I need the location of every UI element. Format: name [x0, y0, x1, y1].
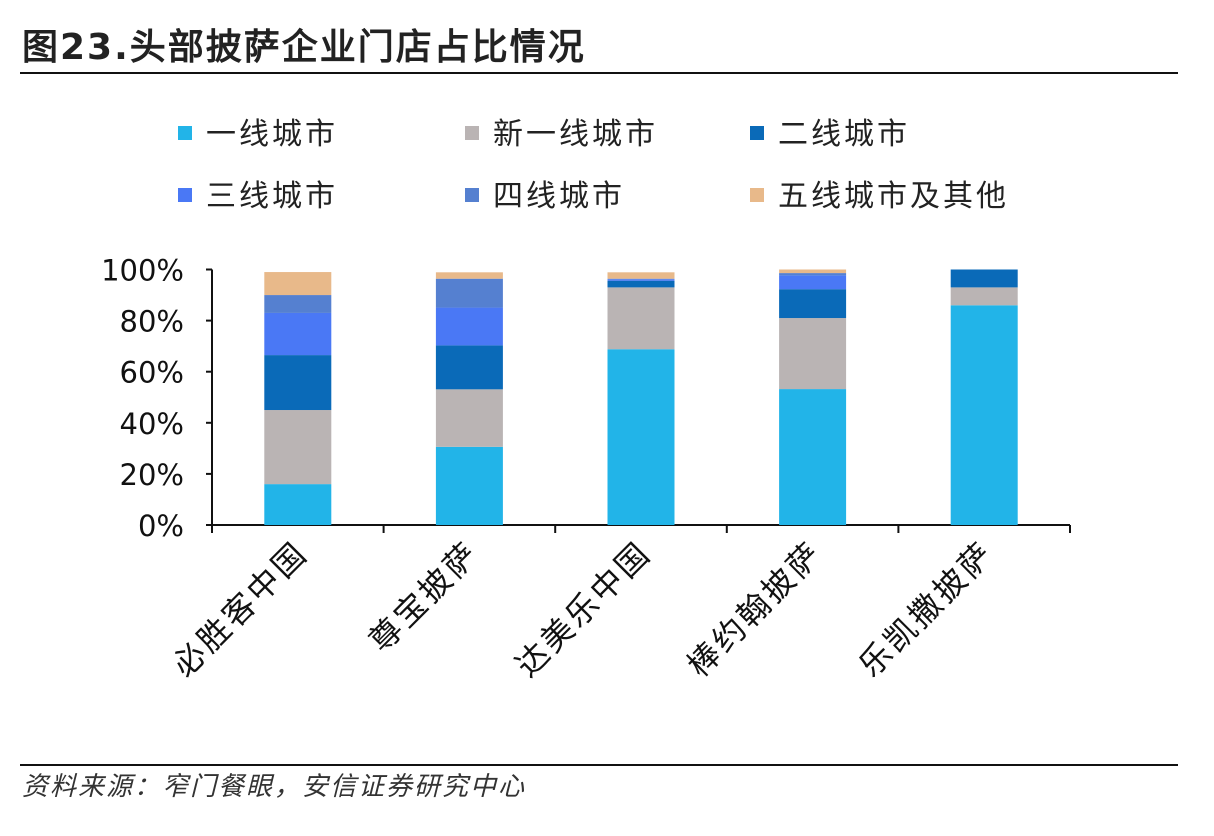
bar-segment: [435, 389, 503, 447]
y-tick-label: 0%: [138, 509, 184, 543]
bar-segment: [607, 287, 675, 350]
title-rule: [20, 72, 1178, 74]
bar-segment: [607, 279, 675, 281]
bar-segment: [264, 312, 332, 356]
bar-segment: [950, 269, 1018, 288]
bar-segment: [435, 446, 503, 525]
bar-segment: [435, 345, 503, 390]
bar-segment: [779, 289, 847, 319]
legend-swatch: [750, 188, 764, 202]
bar-segment: [264, 272, 332, 296]
y-tick-label: 80%: [120, 305, 184, 339]
legend-label: 新一线城市: [493, 117, 658, 152]
bar-segment: [264, 410, 332, 485]
bar-segment: [779, 318, 847, 390]
source-note: 资料来源：窄门餐眼，安信证券研究中心: [22, 772, 527, 802]
legend-label: 四线城市: [493, 179, 625, 214]
legend-swatch: [465, 188, 479, 202]
x-tick-label: 必胜客中国: [165, 534, 316, 685]
legend-label: 五线城市及其他: [778, 179, 1009, 214]
bar-segment: [950, 305, 1018, 525]
bar-segment: [779, 275, 847, 290]
bar-segment: [779, 273, 847, 276]
legend-swatch: [465, 126, 479, 140]
bar-segment: [779, 269, 847, 274]
legend-swatch: [178, 188, 192, 202]
bar-segment: [264, 484, 332, 525]
y-tick-label: 100%: [101, 254, 184, 288]
x-tick-label: 达美乐中国: [508, 534, 659, 685]
y-tick-label: 60%: [120, 356, 184, 390]
y-tick-label: 40%: [120, 407, 184, 441]
bar-segment: [264, 295, 332, 313]
bar-segment: [264, 355, 332, 411]
legend-swatch: [178, 126, 192, 140]
bar-segment: [607, 349, 675, 525]
bar-segment: [435, 278, 503, 308]
legend-label: 二线城市: [778, 117, 910, 152]
bar-segment: [607, 280, 675, 288]
x-tick-label: 乐凯撒披萨: [851, 534, 1002, 685]
source-rule: [20, 764, 1178, 766]
legend-label: 三线城市: [206, 179, 338, 214]
legend-swatch: [750, 126, 764, 140]
bar-segment: [950, 287, 1018, 306]
bar-segment: [607, 278, 675, 280]
x-tick-label: 棒约翰披萨: [680, 534, 831, 685]
bar-segment: [607, 272, 675, 279]
chart-title: 图23.头部披萨企业门店占比情况: [22, 27, 586, 68]
legend-label: 一线城市: [206, 117, 338, 152]
bar-segment: [435, 307, 503, 346]
bar-segment: [779, 389, 847, 525]
bar-segment: [435, 272, 503, 279]
x-tick-label: 尊宝披萨: [361, 534, 487, 660]
y-tick-label: 20%: [120, 458, 184, 492]
